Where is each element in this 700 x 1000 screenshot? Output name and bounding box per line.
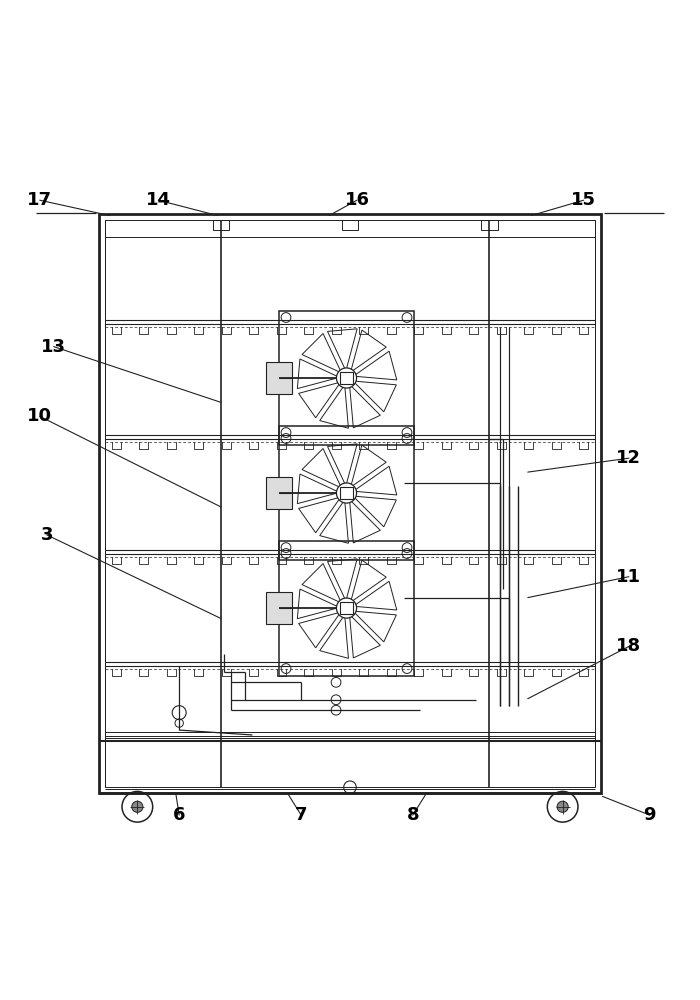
Circle shape [337,598,356,618]
Polygon shape [267,477,292,509]
Text: 16: 16 [344,191,370,209]
Text: 11: 11 [617,568,641,586]
Text: 15: 15 [571,191,596,209]
Circle shape [132,801,143,812]
Circle shape [337,483,356,503]
Text: 8: 8 [407,806,419,824]
Text: 14: 14 [146,191,171,209]
Polygon shape [340,487,353,499]
Polygon shape [340,602,353,614]
Text: 10: 10 [27,407,52,425]
Text: 13: 13 [41,338,66,356]
Polygon shape [340,372,353,384]
Circle shape [557,801,568,812]
Text: 18: 18 [616,637,641,655]
Polygon shape [267,362,292,394]
Text: 9: 9 [643,806,656,824]
Text: 3: 3 [41,526,53,544]
Text: 7: 7 [295,806,307,824]
Text: 6: 6 [173,806,186,824]
Circle shape [337,368,356,388]
Polygon shape [267,592,292,624]
Text: 12: 12 [617,449,641,467]
Text: 17: 17 [27,191,52,209]
